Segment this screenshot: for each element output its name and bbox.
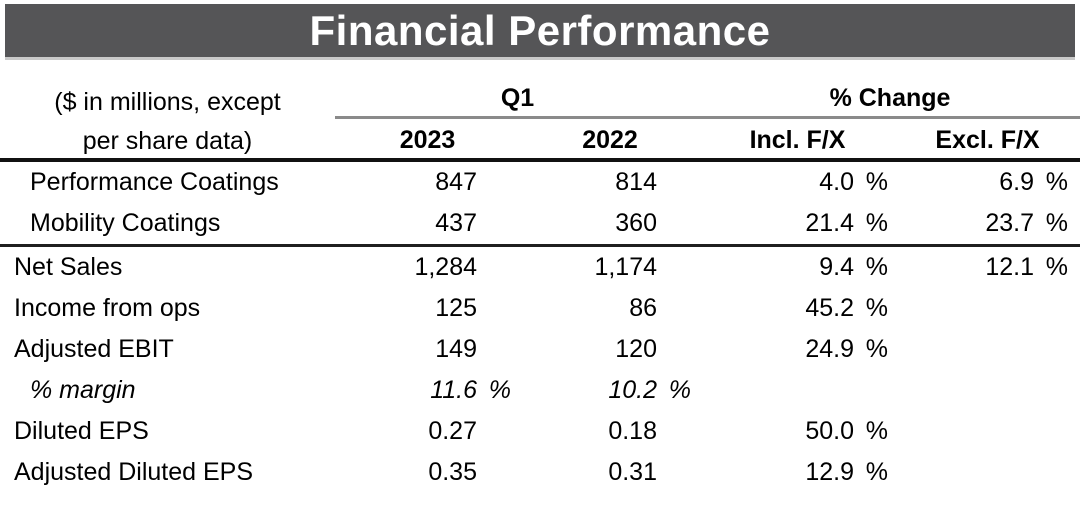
cell-value: 1,174 [594, 253, 657, 281]
cell-incl-fx: 21.4% [700, 209, 895, 238]
cell-value: 50.0 [805, 417, 854, 445]
cell-value: 0.31 [608, 458, 657, 486]
cell-value: 9.4 [819, 253, 854, 281]
cell-value: 149 [435, 335, 477, 363]
percent-suffix: % [488, 376, 511, 404]
percent-suffix: % [668, 376, 691, 404]
column-header-excl-fx: Excl. F/X [935, 126, 1040, 154]
cell-2022: 120 [520, 335, 700, 364]
percent-suffix: % [1045, 168, 1068, 196]
percent-suffix: % [865, 294, 888, 322]
column-group-q1: Q1 [335, 75, 700, 119]
cell-value: 4.0 [819, 168, 854, 196]
cell-value: 814 [615, 168, 657, 196]
cell-value: 0.27 [428, 417, 477, 445]
header-divider-rule [0, 158, 1080, 162]
cell-2023: 11.6% [335, 376, 520, 405]
cell-incl-fx: 12.9% [700, 458, 895, 487]
column-group-pct-change: % Change [700, 75, 1080, 119]
unit-note-line1: ($ in millions, except [54, 88, 281, 116]
row-label: Diluted EPS [14, 417, 149, 445]
cell-value: 0.18 [608, 417, 657, 445]
cell-2022: 1,174 [520, 253, 700, 282]
column-header-incl-fx: Incl. F/X [749, 126, 846, 154]
cell-2022: 360 [520, 209, 700, 238]
percent-suffix: % [865, 168, 888, 196]
cell-value: 120 [615, 335, 657, 363]
table-row: Performance Coatings 847 814 4.0% 6.9% [0, 162, 1080, 203]
unit-note-line2: per share data) [82, 127, 253, 155]
percent-suffix: % [865, 458, 888, 486]
cell-2023: 0.35 [335, 458, 520, 487]
cell-value: 86 [629, 294, 657, 322]
table-row: Adjusted EBIT 149 120 24.9% [0, 329, 1080, 370]
row-label: Performance Coatings [30, 168, 279, 196]
page-title: Financial Performance [309, 7, 771, 54]
row-label: Income from ops [14, 294, 201, 322]
cell-value: 21.4 [805, 209, 854, 237]
cell-value: 847 [435, 168, 477, 196]
percent-suffix: % [865, 209, 888, 237]
percent-suffix: % [865, 335, 888, 363]
table-row: Diluted EPS 0.27 0.18 50.0% [0, 411, 1080, 452]
table-row: % margin 11.6% 10.2% [0, 370, 1080, 411]
cell-incl-fx: 50.0% [700, 417, 895, 446]
cell-excl-fx: 6.9% [895, 168, 1080, 197]
cell-value: 12.9 [805, 458, 854, 486]
cell-2023: 125 [335, 294, 520, 323]
cell-value: 45.2 [805, 294, 854, 322]
cell-incl-fx: 45.2% [700, 294, 895, 323]
row-label: Net Sales [14, 253, 123, 281]
cell-value: 1,284 [414, 253, 477, 281]
cell-value: 23.7 [985, 209, 1034, 237]
percent-suffix: % [865, 253, 888, 281]
cell-excl-fx: 23.7% [895, 209, 1080, 238]
column-header-2022: 2022 [582, 126, 638, 154]
cell-value: 11.6 [430, 376, 477, 404]
cell-value: 6.9 [999, 168, 1034, 196]
table-header-row: per share data) 2023 2022 Incl. F/X Excl… [0, 119, 1080, 158]
percent-suffix: % [865, 417, 888, 445]
cell-incl-fx: 4.0% [700, 168, 895, 197]
cell-value: 10.2 [608, 376, 657, 404]
cell-2023: 1,284 [335, 253, 520, 282]
table-row: Mobility Coatings 437 360 21.4% 23.7% [0, 203, 1080, 247]
cell-excl-fx: 12.1% [895, 253, 1080, 282]
row-label: Adjusted Diluted EPS [14, 458, 254, 486]
cell-value: 0.35 [428, 458, 477, 486]
cell-value: 360 [615, 209, 657, 237]
row-label: Mobility Coatings [30, 209, 221, 237]
cell-incl-fx: 9.4% [700, 253, 895, 282]
cell-value: 125 [435, 294, 477, 322]
column-header-2023: 2023 [399, 126, 456, 154]
percent-suffix: % [1045, 253, 1068, 281]
cell-2023: 149 [335, 335, 520, 364]
row-label: Adjusted EBIT [14, 335, 174, 363]
cell-incl-fx: 24.9% [700, 335, 895, 364]
table-body: Performance Coatings 847 814 4.0% 6.9% M… [0, 162, 1080, 493]
cell-2023: 0.27 [335, 417, 520, 446]
percent-suffix: % [1045, 209, 1068, 237]
cell-value: 12.1 [985, 253, 1034, 281]
cell-value: 24.9 [805, 335, 854, 363]
table-header-group-row: ($ in millions, except Q1 % Change [0, 75, 1080, 119]
cell-2023: 437 [335, 209, 520, 238]
title-bar: Financial Performance [5, 4, 1075, 60]
cell-2023: 847 [335, 168, 520, 197]
financial-table: ($ in millions, except Q1 % Change per s… [0, 75, 1080, 493]
table-row: Adjusted Diluted EPS 0.35 0.31 12.9% [0, 452, 1080, 493]
cell-value: 437 [435, 209, 477, 237]
cell-2022: 10.2% [520, 376, 700, 405]
row-label: % margin [30, 376, 136, 404]
cell-2022: 0.31 [520, 458, 700, 487]
cell-2022: 86 [520, 294, 700, 323]
cell-2022: 814 [520, 168, 700, 197]
table-row: Net Sales 1,284 1,174 9.4% 12.1% [0, 247, 1080, 288]
table-row: Income from ops 125 86 45.2% [0, 288, 1080, 329]
cell-2022: 0.18 [520, 417, 700, 446]
